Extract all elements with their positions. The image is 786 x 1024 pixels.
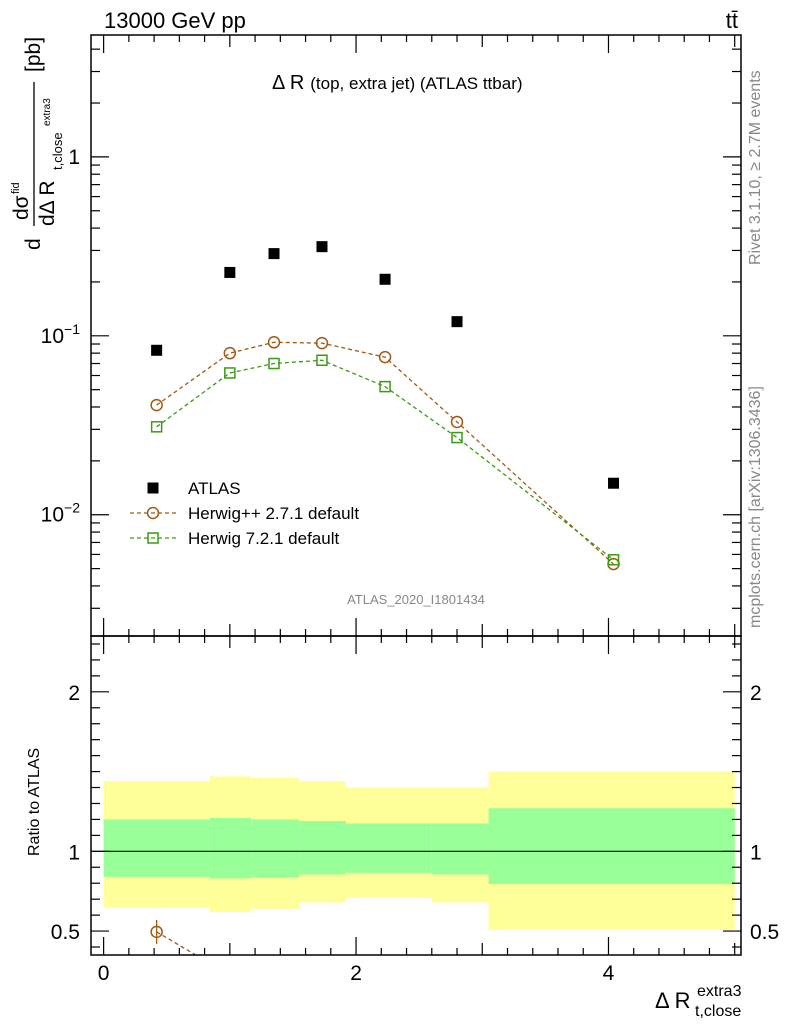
ratio-y-tick-label-right: 0.5 xyxy=(750,921,779,944)
ratio-series-line xyxy=(156,931,197,956)
data-point xyxy=(150,421,163,433)
rivet-version-label: Rivet 3.1.10, ≥ 2.7M events xyxy=(747,70,764,265)
stat-band-0 xyxy=(103,819,210,877)
svg-text:dΔ R: dΔ R xyxy=(36,180,59,226)
legend-marker xyxy=(147,482,159,494)
plot-title: Δ R (top, extra jet) (ATLAS ttbar) xyxy=(272,72,523,94)
legend-label: Herwig 7.2.1 default xyxy=(188,529,339,548)
ratio-axis-ticks: 0 2 4 2 2 1 1 0.5 0.5 xyxy=(51,35,779,985)
data-point xyxy=(451,431,463,444)
ratio-y-tick-label-left: 1 xyxy=(68,841,80,864)
svg-text:d: d xyxy=(22,238,45,250)
data-point xyxy=(379,380,391,393)
legend-label: Herwig++ 2.7.1 default xyxy=(188,504,359,523)
data-point xyxy=(315,336,329,350)
data-point xyxy=(224,367,236,379)
series-line-2 xyxy=(156,359,614,561)
main-series-lines xyxy=(156,341,614,565)
data-point xyxy=(378,350,392,364)
ratio-y-tick-label-left: 0.5 xyxy=(51,921,80,944)
svg-text:extra3: extra3 xyxy=(697,983,742,1000)
svg-text:[pb]: [pb] xyxy=(22,37,45,72)
data-point xyxy=(151,344,163,356)
stat-band-3 xyxy=(299,821,346,875)
data-point xyxy=(150,398,163,412)
ratio-y-tick-label-left: 2 xyxy=(68,682,80,705)
svg-text:fid: fid xyxy=(10,182,22,194)
stat-band-5 xyxy=(431,823,489,875)
data-point xyxy=(223,346,237,360)
data-point xyxy=(451,316,463,328)
svg-text:t,close: t,close xyxy=(695,1003,741,1020)
data-point xyxy=(608,477,620,489)
legend-marker xyxy=(147,532,159,544)
svg-text:Δ R: Δ R xyxy=(655,988,690,1013)
y-axis-label-main: d dσ fid dΔ R t,close extra3 [pb] xyxy=(10,37,65,250)
ratio-y-tick-label-right: 1 xyxy=(750,841,762,864)
ratio-y-tick-label-right: 2 xyxy=(750,682,762,705)
main-axis-ticks: 1 10−1 10−2 xyxy=(41,48,741,609)
series-line-1 xyxy=(156,341,614,565)
y-axis-label-ratio: Ratio to ATLAS xyxy=(26,748,43,856)
x-tick-label: 2 xyxy=(350,962,362,985)
data-point xyxy=(267,336,281,349)
legend-marker xyxy=(146,506,160,520)
stat-band-6 xyxy=(488,808,735,885)
y-tick-label: 1 xyxy=(68,146,80,169)
data-point xyxy=(316,354,328,367)
y-tick-label: 10−1 xyxy=(41,321,81,348)
data-point xyxy=(450,415,464,429)
svg-text:t,close: t,close xyxy=(50,132,65,170)
energy-label: 13000 GeV pp xyxy=(104,8,246,33)
x-tick-label: 4 xyxy=(603,962,615,985)
process-label: tt̄ xyxy=(726,8,738,33)
mcplots-label: mcplots.cern.ch [arXiv:1306.3436] xyxy=(747,386,764,628)
data-point xyxy=(316,241,328,253)
data-point xyxy=(379,273,391,285)
data-point xyxy=(224,266,236,278)
ratio-data-point xyxy=(150,925,163,939)
ratio-panel-frame xyxy=(90,635,742,956)
x-tick-label: 0 xyxy=(98,962,110,985)
stat-band-4 xyxy=(345,823,432,873)
panel-frames xyxy=(90,34,742,956)
data-point xyxy=(268,248,280,260)
x-axis-label: Δ R t,close extra3 xyxy=(655,983,742,1020)
y-tick-label: 10−2 xyxy=(41,500,81,527)
data-point xyxy=(268,357,280,370)
ratio-uncertainty-bands xyxy=(103,771,735,930)
stat-band-2 xyxy=(251,819,300,878)
analysis-watermark: ATLAS_2020_I1801434 xyxy=(347,592,485,607)
legend: ATLAS Herwig++ 2.7.1 default Herwig 7.2.1 … xyxy=(130,479,359,548)
legend-label: ATLAS xyxy=(188,479,241,498)
ratio-series-points xyxy=(150,919,197,956)
svg-text:extra3: extra3 xyxy=(42,98,53,126)
data-point xyxy=(607,554,620,566)
main-series-points xyxy=(150,241,620,571)
svg-text:dσ: dσ xyxy=(10,195,33,220)
stat-band-1 xyxy=(209,817,252,879)
